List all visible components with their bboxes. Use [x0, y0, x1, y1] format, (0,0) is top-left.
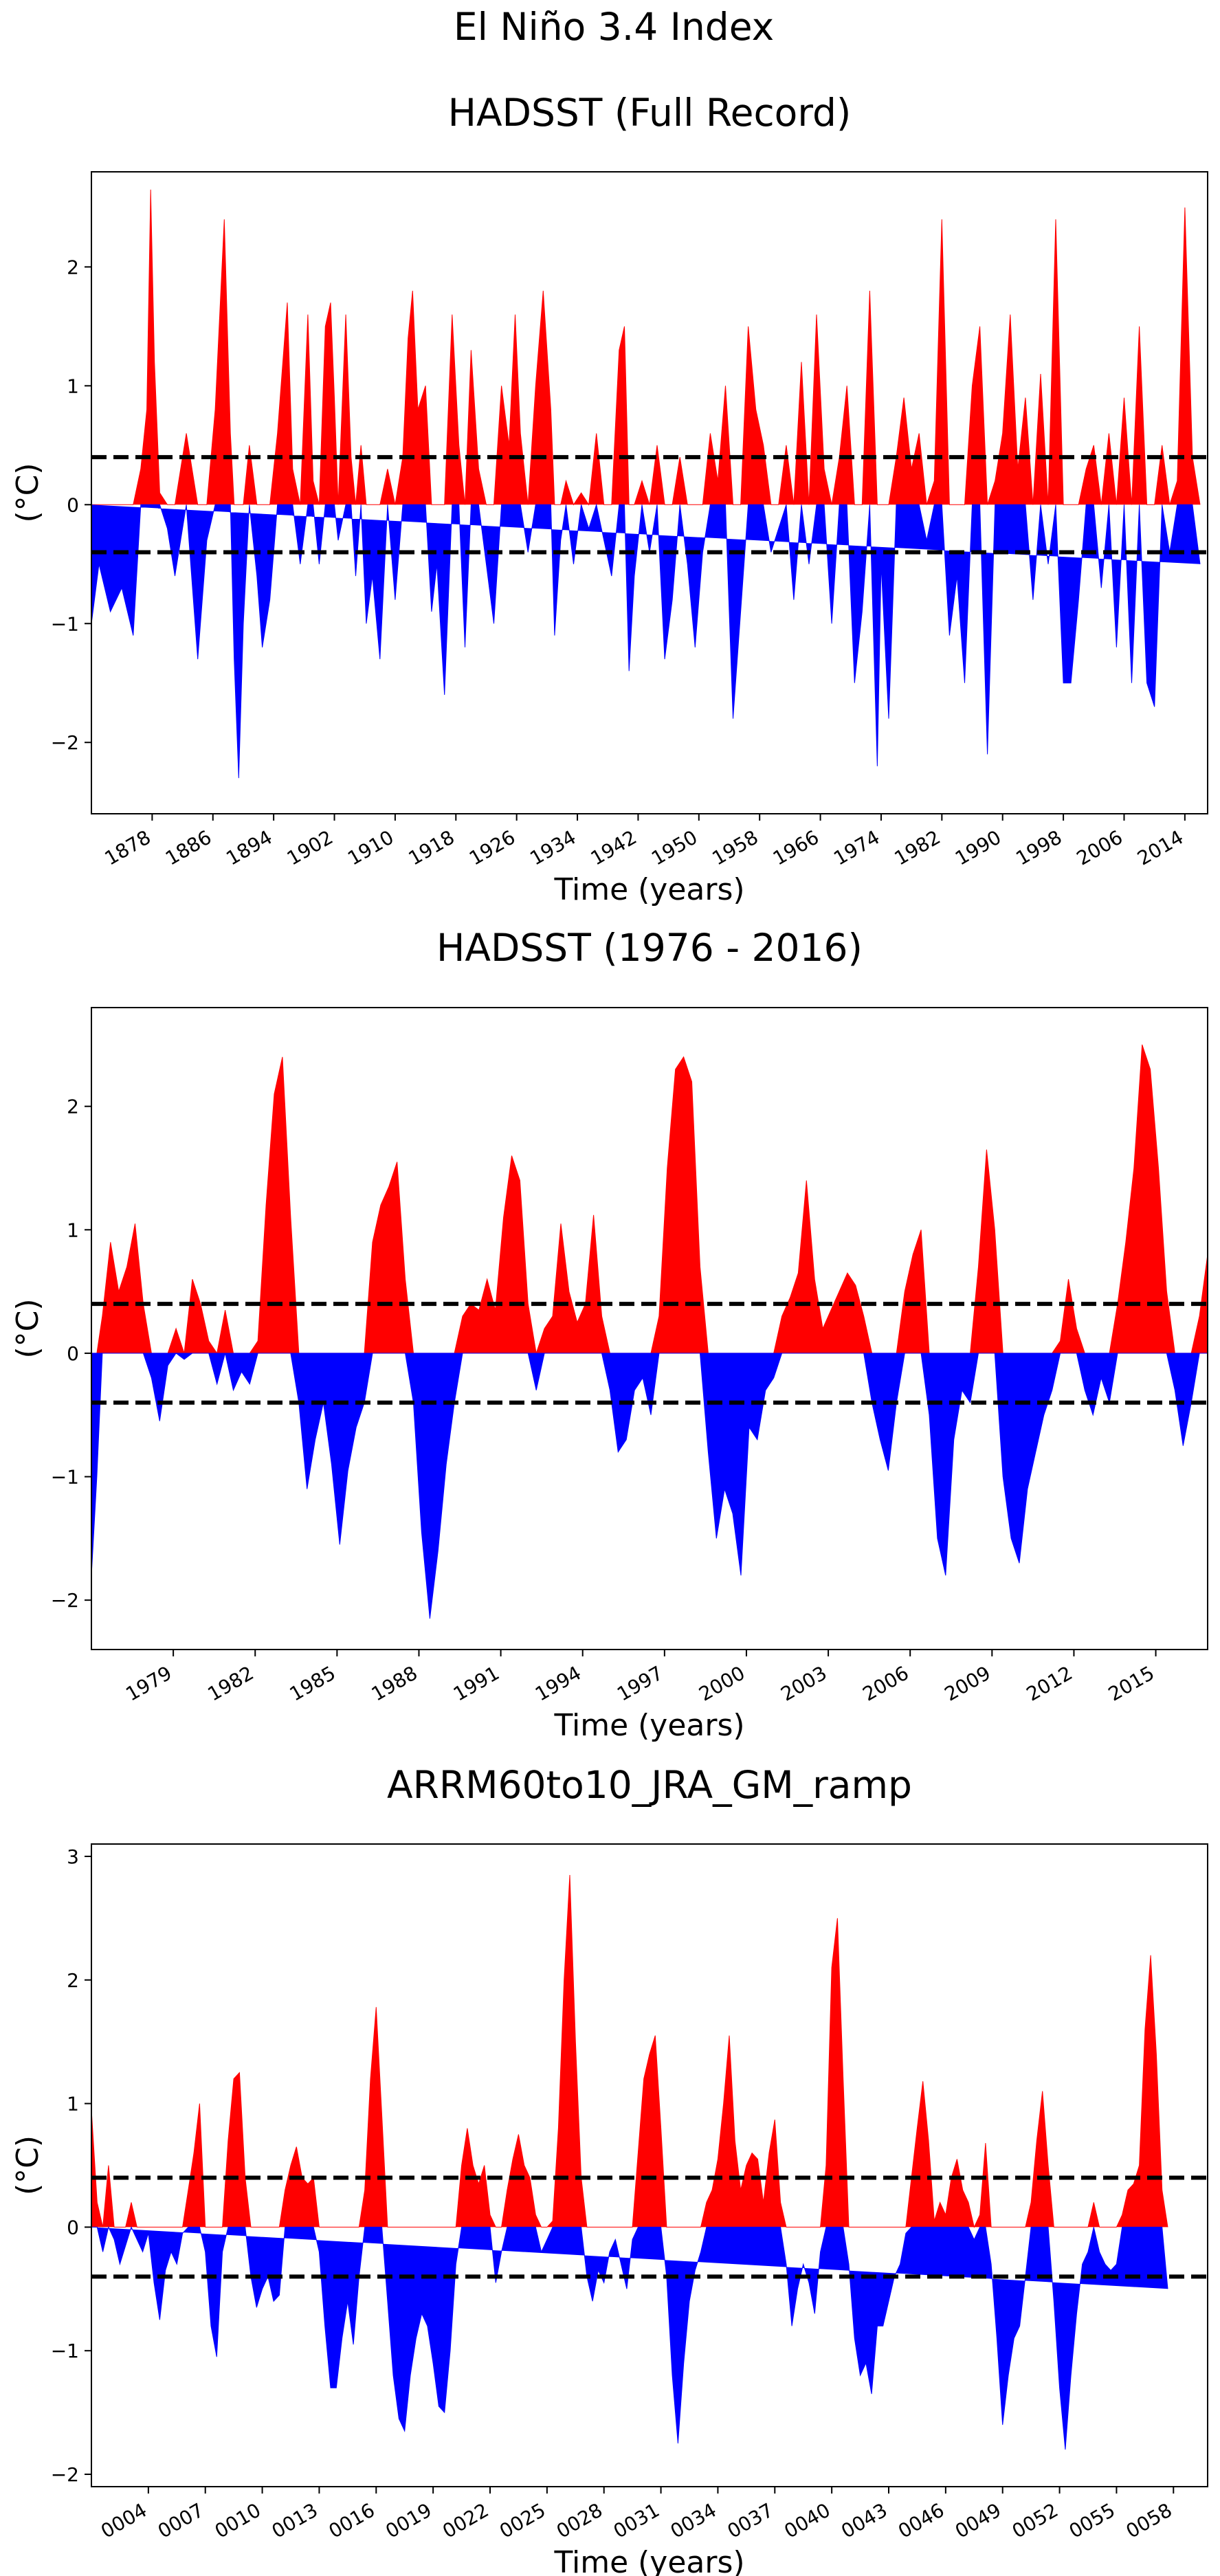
panel-1-xtick-label: 1974: [830, 825, 883, 869]
panel-3-xtick-label: 0022: [439, 2498, 492, 2542]
panel-3-xtick-label: 0046: [894, 2498, 948, 2542]
panel-2-xtick-label: 2006: [858, 1661, 912, 1705]
panel-3-xtick-label: 0028: [553, 2498, 606, 2542]
panel-1-xtick-label: 1998: [1012, 825, 1065, 869]
panel-3-series: [91, 1874, 1168, 2450]
panel-3-xtick-label: 0031: [610, 2498, 663, 2542]
panel-3-xtick-label: 0055: [1065, 2498, 1119, 2542]
panel-1-xtick-label: 1990: [951, 825, 1005, 869]
panel-2-xtick-label: 1994: [531, 1661, 585, 1705]
panel-1-ytick-label: 0: [67, 493, 79, 516]
panel-2-xtick-label: 2015: [1105, 1661, 1158, 1705]
panel-3-xtick-label: 0013: [268, 2498, 322, 2542]
panel-1-negative-area: [91, 503, 1201, 779]
panel-2-xtick-label: 1982: [204, 1661, 258, 1705]
panel-1-ytick-label: −1: [51, 612, 79, 635]
panel-3-xtick-label: 0040: [780, 2498, 834, 2542]
panel-2-xtick-label: 1988: [368, 1661, 421, 1705]
panel-1-title: HADSST (Full Record): [448, 91, 852, 135]
panel-3-title: ARRM60to10_JRA_GM_ramp: [387, 1763, 912, 1807]
panel-2-xlabel: Time (years): [553, 1708, 744, 1743]
panel-3-ytick-label: 1: [67, 2093, 79, 2116]
panel-1-xtick-label: 1958: [708, 825, 762, 869]
panel-3-xtick-label: 0037: [724, 2498, 777, 2542]
panel-1-ytick-label: 2: [67, 256, 79, 278]
panel-1-ytick-label: −2: [51, 731, 79, 754]
panel-3-ytick-label: 3: [67, 1845, 79, 1868]
panel-2-ylabel: (°C): [10, 1298, 45, 1358]
panel-3-ytick-label: 2: [67, 1969, 79, 1992]
panel-3-xtick-label: 0034: [667, 2498, 720, 2542]
panel-1-frame: [91, 171, 1208, 814]
panel-2-ytick-label: −1: [51, 1466, 79, 1489]
panel-1-xtick-label: 1942: [587, 825, 641, 869]
panel-1-xtick-label: 1886: [162, 825, 215, 869]
panel-2-xtick-label: 1985: [286, 1661, 340, 1705]
panel-3-frame: [91, 1843, 1208, 2487]
panel-3-positive-area: [91, 1874, 1168, 2228]
panel-2-negative-area: [91, 1353, 1208, 1619]
panel-3-xtick-label: 0049: [951, 2498, 1005, 2542]
panel-2-ytick-label: 2: [67, 1096, 79, 1118]
panel-3-ytick-label: 0: [67, 2216, 79, 2239]
panel-3-ytick-label: −2: [51, 2463, 79, 2486]
panel-3-xtick-label: 0019: [381, 2498, 435, 2542]
panel-1-xtick-label: 1894: [222, 825, 276, 869]
panel-1-ytick-label: 1: [67, 375, 79, 397]
panel-2-xtick-label: 1997: [613, 1661, 667, 1705]
panel-2-xtick-label: 1979: [122, 1661, 175, 1705]
panel-2: HADSST (1976 - 2016) −2 −1 0 1 2 1979 1982 1985 1…: [10, 926, 1208, 1743]
panel-1-xlabel: Time (years): [553, 872, 744, 907]
panel-3-xtick-label: 0007: [154, 2498, 208, 2542]
panel-2-series: [91, 1044, 1208, 1619]
panel-2-ytick-label: 1: [67, 1219, 79, 1241]
panel-2-xtick-label: 2003: [777, 1661, 830, 1705]
panel-1-xtick-label: 1934: [526, 825, 579, 869]
panel-3-xtick-label: 0010: [211, 2498, 265, 2542]
panel-1-xtick-label: 1950: [647, 825, 701, 869]
figure-suptitle: El Niño 3.4 Index: [454, 5, 774, 49]
panel-2-ytick-label: 0: [67, 1342, 79, 1365]
panel-2-title: HADSST (1976 - 2016): [436, 926, 863, 970]
panel-1-xtick-label: 2006: [1073, 825, 1127, 869]
panel-3-xlabel: Time (years): [553, 2545, 744, 2576]
panel-1-xtick-label: 1966: [769, 825, 823, 869]
panel-1-xtick-label: 1902: [283, 825, 337, 869]
panel-3-xtick-label: 0004: [97, 2498, 151, 2542]
panel-2-ytick-label: −2: [51, 1589, 79, 1612]
panel-1-ylabel: (°C): [10, 463, 45, 522]
panel-3-negative-area: [91, 2225, 1168, 2450]
panel-2-xtick-label: 2000: [695, 1661, 748, 1705]
panel-1-series: [91, 189, 1201, 779]
panel-2-xtick-label: 2012: [1023, 1661, 1076, 1705]
panel-1-xtick-label: 2014: [1133, 825, 1187, 869]
panel-3-xtick-label: 0043: [837, 2498, 891, 2542]
panel-1-xtick-label: 1982: [891, 825, 944, 869]
panel-1-xtick-label: 1878: [101, 825, 155, 869]
panel-3-xtick-label: 0052: [1008, 2498, 1062, 2542]
panel-2-xtick-label: 1991: [450, 1661, 503, 1705]
panel-1-xtick-label: 1910: [344, 825, 397, 869]
panel-1-xtick-label: 1926: [465, 825, 519, 869]
panel-2-positive-area: [91, 1044, 1208, 1355]
panel-1-xtick-label: 1918: [405, 825, 458, 869]
panel-3-ytick-label: −1: [51, 2340, 79, 2362]
panel-3-xtick-label: 0058: [1122, 2498, 1176, 2542]
panel-2-frame: [91, 1007, 1208, 1650]
panel-3-xtick-label: 0025: [496, 2498, 549, 2542]
panel-3-ylabel: (°C): [10, 2135, 45, 2195]
panel-1-positive-area: [91, 189, 1201, 506]
panel-3-xtick-label: 0016: [325, 2498, 379, 2542]
panel-2-xtick-label: 2009: [941, 1661, 995, 1705]
